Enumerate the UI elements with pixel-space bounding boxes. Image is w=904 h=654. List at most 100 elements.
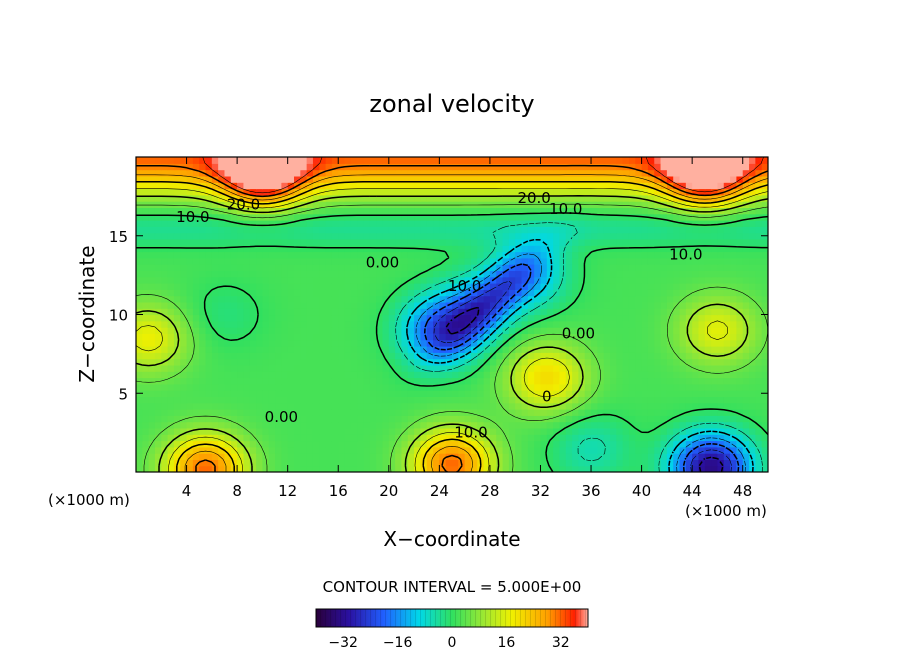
field-cell bbox=[275, 327, 282, 334]
field-cell bbox=[730, 182, 737, 190]
field-cell bbox=[433, 276, 440, 284]
field-cell bbox=[439, 283, 447, 290]
field-cell bbox=[610, 465, 617, 472]
field-cell bbox=[414, 440, 421, 448]
field-cell bbox=[483, 409, 491, 416]
field-cell bbox=[578, 207, 586, 215]
field-cell bbox=[180, 446, 188, 454]
field-cell bbox=[489, 308, 497, 316]
field-cell bbox=[603, 339, 611, 347]
field-cell bbox=[426, 232, 434, 240]
field-cell bbox=[660, 358, 668, 366]
field-cell bbox=[660, 289, 668, 297]
field-cell bbox=[527, 175, 535, 183]
field-cell bbox=[540, 339, 548, 347]
field-cell bbox=[395, 333, 403, 341]
field-cell bbox=[698, 238, 706, 246]
field-cell bbox=[502, 459, 510, 467]
field-cell bbox=[154, 157, 162, 164]
field-cell bbox=[382, 270, 390, 278]
field-cell bbox=[262, 295, 270, 303]
field-cell bbox=[508, 289, 516, 297]
field-cell bbox=[736, 188, 744, 196]
field-cell bbox=[401, 427, 409, 435]
field-cell bbox=[439, 364, 447, 372]
field-cell bbox=[502, 283, 510, 290]
field-cell bbox=[610, 364, 617, 372]
field-cell bbox=[717, 232, 725, 240]
field-cell bbox=[420, 434, 428, 442]
field-cell bbox=[591, 421, 598, 429]
field-cell bbox=[186, 320, 194, 328]
field-cell bbox=[736, 402, 744, 410]
field-cell bbox=[692, 314, 700, 322]
field-cell bbox=[268, 289, 276, 297]
field-cell bbox=[363, 308, 371, 316]
field-cell bbox=[205, 396, 213, 404]
field-cell bbox=[534, 427, 542, 435]
field-cell bbox=[508, 352, 516, 360]
field-cell bbox=[325, 421, 333, 429]
field-cell bbox=[350, 453, 358, 460]
field-cell bbox=[521, 276, 529, 284]
field-cell bbox=[281, 201, 289, 208]
field-cell bbox=[458, 364, 466, 372]
field-cell bbox=[673, 383, 681, 391]
field-cell bbox=[647, 339, 655, 347]
field-cell bbox=[433, 163, 440, 171]
field-cell bbox=[395, 402, 403, 410]
field-cell bbox=[704, 188, 712, 196]
field-cell bbox=[578, 333, 586, 341]
field-cell bbox=[376, 465, 384, 472]
field-cell bbox=[546, 339, 554, 347]
field-cell bbox=[180, 358, 188, 366]
field-cell bbox=[610, 220, 617, 227]
field-cell bbox=[578, 465, 586, 472]
field-cell bbox=[344, 276, 352, 284]
field-cell bbox=[704, 390, 712, 397]
field-cell bbox=[660, 459, 668, 467]
field-cell bbox=[761, 358, 768, 366]
field-cell bbox=[749, 238, 756, 246]
field-cell bbox=[180, 220, 188, 227]
field-cell bbox=[647, 440, 655, 448]
field-cell bbox=[452, 213, 459, 221]
field-cell bbox=[584, 446, 592, 454]
field-cell bbox=[262, 283, 270, 290]
field-cell bbox=[388, 409, 396, 416]
field-cell bbox=[142, 232, 150, 240]
field-cell bbox=[439, 169, 447, 177]
field-cell bbox=[224, 465, 232, 472]
field-cell bbox=[458, 201, 466, 208]
field-cell bbox=[470, 220, 478, 227]
field-cell bbox=[420, 308, 428, 316]
field-cell bbox=[243, 383, 251, 391]
field-cell bbox=[445, 446, 453, 454]
field-cell bbox=[489, 182, 497, 190]
field-cell bbox=[173, 264, 181, 271]
field-cell bbox=[502, 245, 510, 253]
field-cell bbox=[369, 157, 377, 164]
field-cell bbox=[325, 402, 333, 410]
field-cell bbox=[711, 314, 719, 322]
field-cell bbox=[287, 289, 295, 297]
field-cell bbox=[256, 238, 263, 246]
field-cell bbox=[230, 440, 238, 448]
field-cell bbox=[565, 352, 573, 360]
field-cell bbox=[603, 333, 611, 341]
field-cell bbox=[692, 182, 700, 190]
field-cell bbox=[154, 251, 162, 259]
field-cell bbox=[439, 182, 447, 190]
field-cell bbox=[641, 446, 649, 454]
field-cell bbox=[167, 201, 175, 208]
field-cell bbox=[420, 257, 428, 265]
field-cell bbox=[173, 283, 181, 290]
field-cell bbox=[553, 270, 561, 278]
field-cell bbox=[426, 283, 434, 290]
field-cell bbox=[666, 396, 674, 404]
field-cell bbox=[186, 289, 194, 297]
field-cell bbox=[224, 308, 232, 316]
field-cell bbox=[521, 427, 529, 435]
field-cell bbox=[610, 415, 617, 423]
field-cell bbox=[527, 346, 535, 353]
